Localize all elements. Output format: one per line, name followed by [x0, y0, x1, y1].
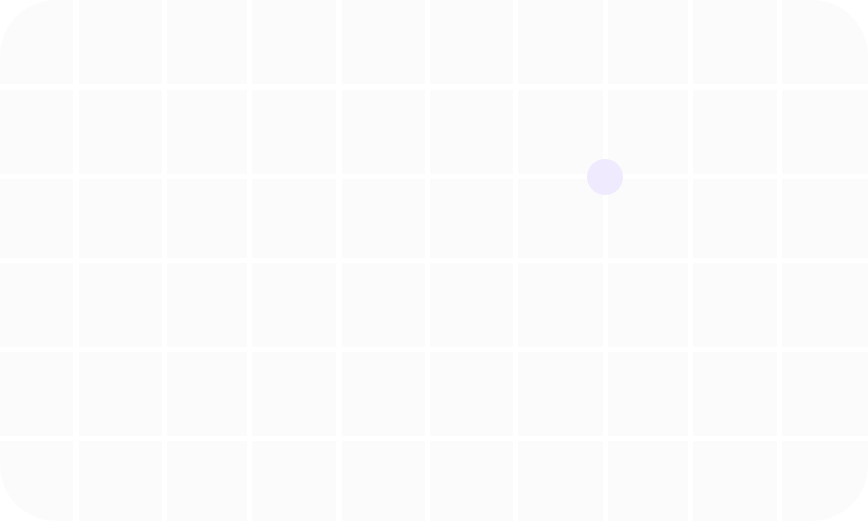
- grid-cell: [518, 0, 603, 84]
- grid-cell: [782, 441, 868, 521]
- grid-cell: [518, 352, 603, 436]
- selection-dot[interactable]: [587, 159, 623, 195]
- grid-cell: [0, 0, 73, 84]
- grid-cell: [0, 90, 73, 174]
- grid-cell: [608, 441, 688, 521]
- grid-cell: [430, 0, 513, 84]
- grid-cell: [252, 90, 336, 174]
- grid-cell: [342, 263, 425, 347]
- grid-cell: [252, 0, 336, 84]
- grid-cell: [0, 441, 73, 521]
- grid-cell: [0, 179, 73, 258]
- grid-cell: [693, 352, 777, 436]
- grid-cell: [79, 90, 162, 174]
- grid-cell: [79, 352, 162, 436]
- grid-cell: [79, 179, 162, 258]
- grid-cell: [518, 179, 603, 258]
- grid-cell: [79, 441, 162, 521]
- grid-cell: [167, 0, 247, 84]
- grid-cell: [342, 0, 425, 84]
- grid-cell: [167, 352, 247, 436]
- grid-cell: [342, 179, 425, 258]
- grid-cell: [693, 441, 777, 521]
- grid-cell: [782, 90, 868, 174]
- grid-cell: [518, 263, 603, 347]
- grid-cell: [782, 352, 868, 436]
- grid-cell: [167, 263, 247, 347]
- grid-cell: [430, 179, 513, 258]
- grid-cell: [693, 179, 777, 258]
- grid-cell: [0, 352, 73, 436]
- grid-cell: [167, 179, 247, 258]
- grid-cell: [252, 441, 336, 521]
- grid-cell: [782, 179, 868, 258]
- grid-cell: [430, 263, 513, 347]
- grid-cell: [167, 90, 247, 174]
- grid-cell: [342, 441, 425, 521]
- grid-cell: [430, 441, 513, 521]
- grid-cell: [518, 441, 603, 521]
- grid-cell: [167, 441, 247, 521]
- grid-cell: [79, 263, 162, 347]
- grid-cell: [252, 179, 336, 258]
- grid-cell: [608, 352, 688, 436]
- grid-cell: [608, 90, 688, 174]
- grid-cell: [693, 0, 777, 84]
- grid-cell: [693, 90, 777, 174]
- grid-cell: [252, 263, 336, 347]
- grid-cell: [430, 90, 513, 174]
- grid-cell: [782, 0, 868, 84]
- grid-cell: [518, 90, 603, 174]
- grid-cell: [782, 263, 868, 347]
- grid-cell: [342, 90, 425, 174]
- grid-cell: [252, 352, 336, 436]
- grid-cell: [608, 263, 688, 347]
- grid-cell: [693, 263, 777, 347]
- grid-cell: [608, 0, 688, 84]
- grid-cell: [430, 352, 513, 436]
- grid-cell: [342, 352, 425, 436]
- grid-cell: [79, 0, 162, 84]
- grid-cell: [0, 263, 73, 347]
- grid-cell: [608, 179, 688, 258]
